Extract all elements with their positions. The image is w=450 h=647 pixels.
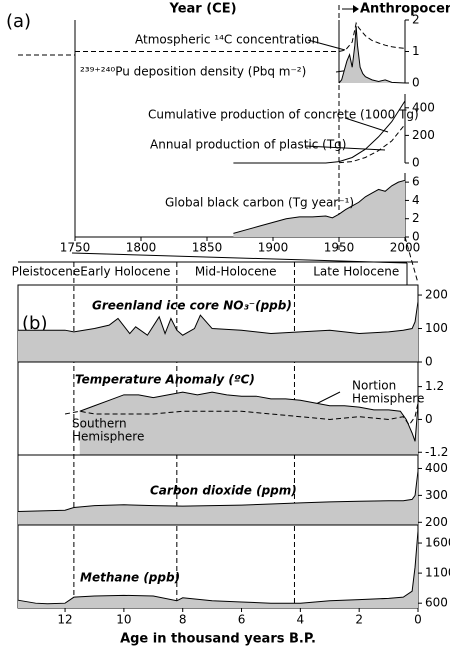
series-label: Global black carbon (Tg year⁻¹) [165,196,354,210]
y-tick-label: 0 [425,412,433,426]
y-tick-label: 600 [425,596,448,610]
pointer [344,117,389,133]
x-tick-label: 1900 [258,241,289,255]
series-label: Southern [72,417,127,431]
y-tick-label: 1.2 [425,379,444,393]
line [17,530,419,605]
y-tick-label: 100 [425,321,448,335]
x-tick-label: 1850 [192,241,223,255]
y-tick-label: 200 [425,288,448,302]
x-tick-label: 2 [355,613,363,627]
y-tick-label: 400 [425,461,448,475]
y-tick-label: 1 [412,44,420,58]
series-label: Nortion [352,379,396,393]
series-label: Hemisphere [352,392,424,406]
series-label: Cumulative production of concrete (1000 … [148,108,419,122]
subplot-title: Carbon dioxide (ppm) [150,484,297,498]
x-tick-label: 8 [179,613,187,627]
y-tick-label: 0 [412,156,420,170]
x-tick-label: 4 [297,613,305,627]
x-tick-label: 1800 [126,241,157,255]
zoom-line [71,252,408,264]
y-tick-label: 6 [412,175,420,189]
x-tick-label: 10 [116,613,131,627]
area-fill [18,471,418,525]
period-label: Late Holocene [313,265,399,279]
x-tick-label: 0 [414,613,422,627]
dashed-line [75,21,406,52]
x-tick-label: 2000 [390,241,421,255]
y-tick-label: 0 [412,76,420,90]
line [18,301,419,336]
line [338,26,406,84]
series-label: Annual production of plastic (Tg) [150,138,346,152]
line [17,471,419,513]
area-fill [233,180,405,237]
y-tick-label: 0 [412,230,420,244]
panel-label: (b) [22,313,47,334]
x-tick-label: 12 [57,613,72,627]
arrow-head [353,5,359,13]
y-tick-label: -1.2 [425,445,448,459]
x-axis-title: Year (CE) [168,2,236,17]
period-label: Early Holocene [80,265,170,279]
line [79,391,419,442]
y-tick-label: 1600 [425,536,450,550]
y-tick-label: 1100 [425,566,450,580]
series-label: ²³⁹⁺²⁴⁰Pu deposition density (Pbq m⁻²) [80,65,306,79]
period-label: Mid-Holocene [195,265,277,279]
period-label: Pleistocene [12,265,81,279]
y-tick-label: 2 [412,13,420,27]
area-fill [18,531,418,608]
y-tick-label: 300 [425,488,448,502]
y-tick-label: 2 [412,211,420,225]
area-fill [339,26,405,83]
x-axis-title: Age in thousand years B.P. [120,632,316,647]
series-label: Hemisphere [72,430,144,444]
y-tick-label: 0 [425,355,433,369]
dashed-line [64,402,419,426]
y-tick-label: 4 [412,193,420,207]
x-tick-label: 1750 [60,241,91,255]
area-fill [18,301,418,362]
pointer [304,145,386,151]
series-label: Atmospheric ¹⁴C concentration [135,33,319,47]
y-tick-label: 200 [412,128,435,142]
annotation: Anthropocene [360,2,450,17]
y-tick-label: 200 [425,515,448,529]
subplot-title: Greenland ice core NO₃⁻(ppb) [92,299,292,313]
area-fill [79,392,418,455]
line [233,100,406,164]
dashed-line [338,124,406,164]
y-tick-label: 400 [412,100,435,114]
x-tick-label: 6 [238,613,246,627]
subplot-title: Methane (ppb) [80,571,180,585]
subplot-title: Temperature Anomaly (ºC) [75,373,255,387]
panel-label: (a) [6,11,31,32]
line [233,179,406,234]
